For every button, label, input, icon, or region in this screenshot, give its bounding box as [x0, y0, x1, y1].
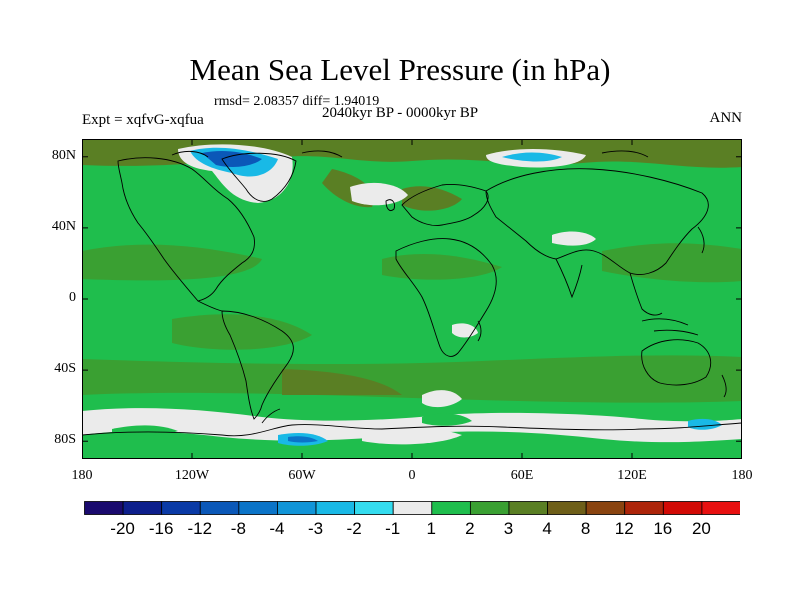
lon-label-120e-5: 120E [617, 468, 647, 483]
experiment-label: Expt = xqfvG-xqfua [82, 112, 204, 128]
field-south-atlantic-band [282, 369, 402, 395]
colorbar-label-13: 12 [614, 519, 634, 538]
colorbar-label-0: -20 [110, 519, 135, 538]
stats-text: rmsd= 2.08357 diff= 1.94019 [214, 94, 380, 109]
colorbar-box-14 [624, 501, 664, 515]
field-spacific-band [172, 314, 312, 350]
colorbar-box-7 [354, 501, 394, 515]
lat-label-40n: 40N [51, 218, 76, 234]
colorbar-box-16 [701, 501, 740, 515]
colorbar-label-15: 20 [691, 519, 711, 538]
colorbar [84, 501, 740, 515]
colorbar-box-3 [199, 501, 240, 515]
pressure-map [82, 139, 742, 459]
colorbar-box-9 [431, 501, 471, 515]
colorbar-label-3: -8 [230, 519, 246, 538]
lon-label-60e-4: 60E [510, 468, 534, 483]
colorbar-box-2 [161, 501, 201, 515]
field-npacific-band [82, 244, 262, 281]
colorbar-label-7: -1 [385, 519, 401, 538]
colorbar-box-12 [547, 501, 587, 515]
colorbar-box-5 [277, 501, 317, 515]
colorbar-label-8: 1 [426, 519, 437, 538]
coast-arctic-islands [171, 150, 649, 158]
lat-label-80s: 80S [54, 432, 76, 448]
field-europe-band [402, 186, 462, 211]
coast-se-asia [629, 272, 663, 316]
lat-label-0: 0 [69, 290, 76, 305]
coast-madagascar [477, 320, 482, 342]
lon-label-180-6: 180 [731, 468, 753, 483]
coast-central-america [197, 300, 223, 312]
map-title: Mean Sea Level Pressure (in hPa) [189, 52, 611, 87]
field-sub-antarctic-white [422, 390, 462, 408]
field-siberia-cyan [502, 152, 562, 162]
colorbar-label-12: 8 [580, 519, 591, 538]
coast-antarctica [82, 422, 742, 437]
lat-label-80n: 80N [51, 147, 76, 163]
lon-label-60w-2: 60W [288, 468, 316, 483]
field-natlantic-white [350, 182, 408, 206]
colorbar-label-11: 4 [542, 519, 552, 538]
colorbar-label-10: 3 [503, 519, 514, 538]
coast-africa [395, 238, 497, 357]
colorbar-label-4: -4 [269, 519, 285, 538]
coast-europe [401, 184, 489, 226]
colorbar-label-2: -12 [187, 519, 213, 538]
field-greenland-blue [202, 151, 262, 167]
field-asia-white [552, 231, 596, 246]
lat-label-40s: 40S [54, 361, 76, 377]
period-label: 2040kyr BP - 0000kyr BP [322, 105, 479, 121]
map-ticks [82, 139, 742, 459]
field-southern-ocean-band [82, 355, 742, 403]
coast-british-isles [385, 199, 395, 212]
colorbar-box-10 [469, 501, 510, 515]
coast-asia [485, 168, 709, 275]
colorbar-label-5: -3 [307, 519, 324, 538]
field-antarctic-green-b [422, 413, 472, 426]
season-label: ANN [709, 110, 743, 126]
colorbar-box-4 [238, 501, 278, 515]
colorbar-label-14: 16 [653, 519, 673, 538]
colorbar-box-8 [392, 501, 433, 515]
lon-label-0-3: 0 [408, 468, 416, 483]
coast-indonesia [641, 318, 699, 336]
colorbar-label-1: -16 [148, 519, 174, 538]
colorbar-label-6: -2 [346, 519, 362, 538]
field-atlantic-band [382, 253, 502, 280]
colorbar-box-6 [315, 501, 356, 515]
coast-south-america [221, 310, 294, 420]
lon-label-180-0: 180 [71, 468, 93, 483]
colorbar-box-1 [122, 501, 163, 515]
field-weddell-white [362, 426, 462, 445]
coast-india [555, 258, 583, 299]
field-antarctic-blue [288, 436, 318, 443]
lon-label-120w-1: 120W [174, 468, 210, 483]
colorbar-box-13 [585, 501, 626, 515]
coast-antarctic-peninsula [261, 408, 281, 424]
coast-japan [697, 226, 705, 254]
field-wpacific-band [602, 243, 742, 283]
colorbar-label-9: 2 [465, 519, 475, 538]
colorbar-box-15 [662, 501, 703, 515]
coast-australia [641, 339, 712, 386]
coast-new-zealand [721, 374, 727, 398]
coast-north-america [117, 157, 255, 302]
colorbar-box-0 [84, 501, 124, 515]
field-antarctic-green [82, 431, 742, 459]
field-antarctic-green-a [112, 425, 178, 436]
coast-greenland [221, 152, 297, 202]
colorbar-box-11 [508, 501, 548, 515]
coastlines [82, 150, 742, 437]
